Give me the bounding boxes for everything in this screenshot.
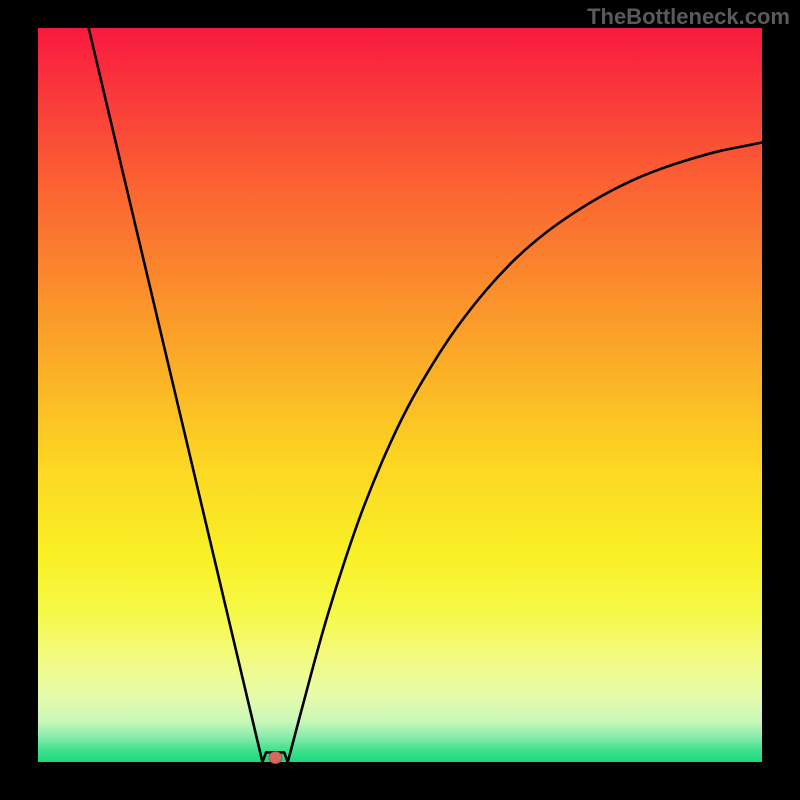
watermark-text: TheBottleneck.com [587,4,790,30]
minimum-marker [269,752,282,764]
plot-background [38,28,762,762]
bottleneck-chart [0,0,800,800]
